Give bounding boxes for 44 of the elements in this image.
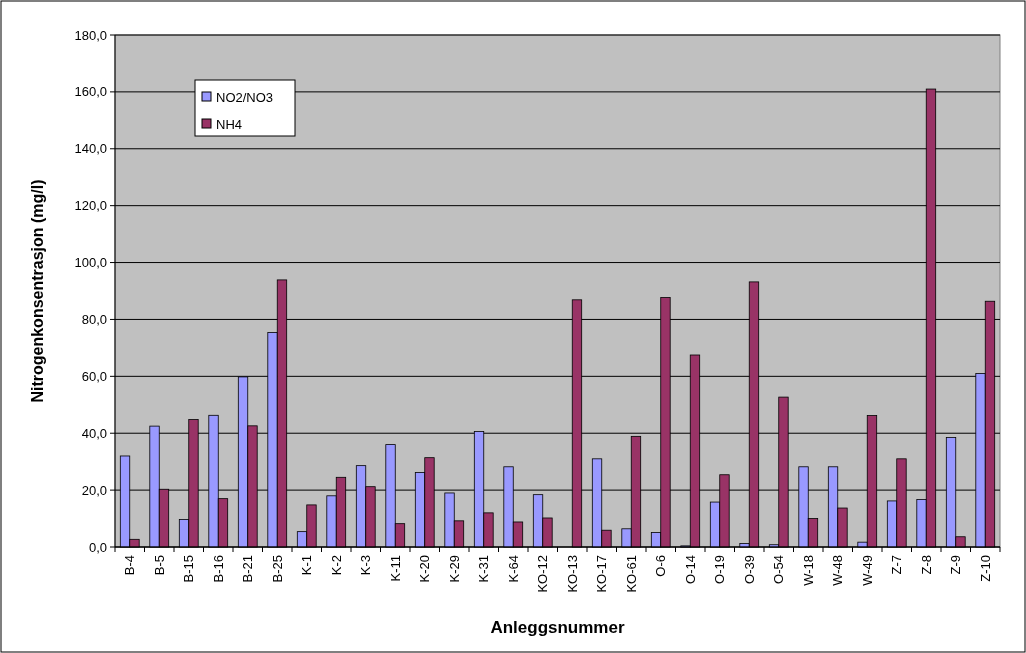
y-tick-label: 180,0 <box>74 27 107 43</box>
x-tick-label: O-54 <box>771 555 787 584</box>
y-tick-label: 0,0 <box>88 539 107 555</box>
x-tick-label: Z-10 <box>977 555 993 582</box>
x-tick-label: W-18 <box>800 555 816 586</box>
x-tick-label: B-21 <box>240 555 256 583</box>
x-tick-label: B-16 <box>210 555 226 583</box>
x-tick-label: O-14 <box>682 555 698 584</box>
y-tick-label: 20,0 <box>81 482 107 498</box>
x-tick-label: O-19 <box>712 555 728 584</box>
x-tick-label: K-64 <box>505 555 521 583</box>
x-tick-label: KO-13 <box>564 555 580 593</box>
x-tick-label: B-4 <box>122 555 138 576</box>
x-tick-label: K-20 <box>417 555 433 583</box>
y-tick-label: 120,0 <box>74 198 107 214</box>
x-tick-label: O-39 <box>741 555 757 584</box>
x-tick-label: K-3 <box>358 555 374 576</box>
x-tick-label: KO-17 <box>594 555 610 593</box>
y-tick-label: 160,0 <box>74 84 107 100</box>
y-tick-label: 60,0 <box>81 368 107 384</box>
x-tick-label: B-15 <box>181 555 197 583</box>
x-axis-title: Anleggsnummer <box>490 618 625 637</box>
y-tick-label: 40,0 <box>81 425 107 441</box>
x-tick-label: B-5 <box>151 555 167 576</box>
y-tick-label: 100,0 <box>74 255 107 271</box>
x-tick-label: O-6 <box>653 555 669 577</box>
legend-label: NO2/NO3 <box>216 89 274 105</box>
x-tick-label: K-11 <box>387 555 403 582</box>
x-tick-label: KO-61 <box>623 555 639 593</box>
x-tick-label: K-31 <box>476 555 492 583</box>
x-tick-label: K-1 <box>299 555 315 576</box>
x-tick-label: Z-8 <box>918 555 934 575</box>
y-axis-title: Nitrogenkonsentrasjon (mg/l) <box>29 179 46 403</box>
x-tick-label: KO-12 <box>535 555 551 593</box>
x-tick-label: K-2 <box>328 555 344 576</box>
legend-label: NH4 <box>216 116 243 132</box>
x-tick-label: Z-9 <box>948 555 964 575</box>
x-tick-label: Z-7 <box>889 555 905 575</box>
y-tick-label: 140,0 <box>74 141 107 157</box>
x-tick-label: B-25 <box>269 555 285 583</box>
y-tick-label: 80,0 <box>81 311 107 327</box>
x-tick-label: W-48 <box>830 555 846 586</box>
x-tick-label: K-29 <box>446 555 462 583</box>
x-tick-label: W-49 <box>859 555 875 586</box>
